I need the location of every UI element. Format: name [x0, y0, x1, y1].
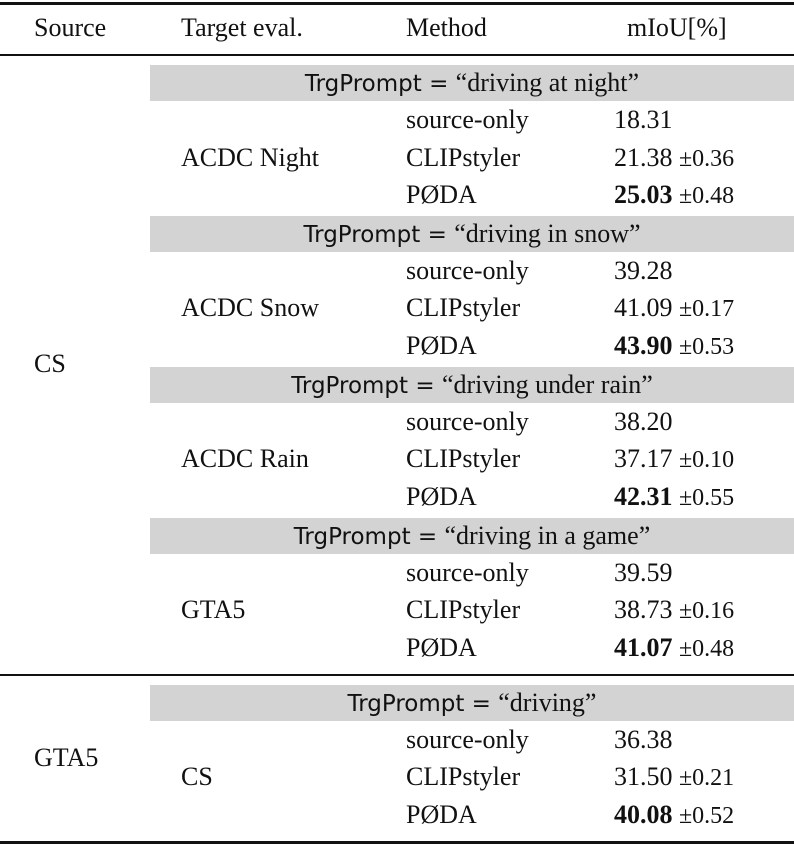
miou-value: 18.31	[614, 105, 673, 134]
prompt-band: TrgPrompt = “driving in snow”	[150, 216, 794, 252]
method-cell: CLIPstyler	[406, 293, 521, 322]
miou-value-best: 25.03	[614, 180, 673, 209]
std-value: ±0.53	[679, 334, 735, 360]
std-value: ±0.48	[679, 636, 735, 662]
miou-value: 21.38	[614, 143, 673, 172]
value-cell: 39.59	[614, 558, 673, 588]
method-cell: source-only	[406, 256, 529, 285]
prompt-band: TrgPrompt = “driving at night”	[150, 65, 794, 101]
prompt-prefix: TrgPrompt =	[304, 71, 456, 97]
miou-value: 38.20	[614, 407, 673, 436]
prompt-text: “driving in a game”	[444, 521, 651, 550]
miou-value-best: 43.90	[614, 331, 673, 360]
value-cell: 18.31	[614, 105, 673, 135]
header-method: Method	[406, 13, 487, 42]
std-value: ±0.36	[679, 146, 735, 172]
prompt-prefix: TrgPrompt =	[347, 691, 499, 717]
std-value: ±0.10	[679, 447, 735, 473]
std-value: ±0.55	[679, 485, 735, 511]
method-cell: PØDA	[406, 800, 477, 829]
prompt-band: TrgPrompt = “driving in a game”	[150, 518, 794, 554]
miou-value: 41.09	[614, 293, 673, 322]
value-cell: 36.38	[614, 725, 673, 755]
prompt-prefix: TrgPrompt =	[291, 373, 442, 399]
method-cell: source-only	[406, 558, 529, 587]
section-rule	[0, 674, 794, 676]
prompt-text: “driving under rain”	[441, 370, 653, 399]
source-label: CS	[34, 349, 66, 378]
std-value: ±0.52	[679, 803, 735, 829]
method-cell: PØDA	[406, 331, 477, 360]
value-cell: 41.07 ±0.48	[614, 633, 734, 664]
prompt-band: TrgPrompt = “driving”	[150, 685, 794, 721]
target-label: ACDC Rain	[181, 444, 309, 473]
miou-value-best: 41.07	[614, 633, 673, 662]
value-cell: 38.20	[614, 407, 673, 437]
value-cell: 25.03 ±0.48	[614, 180, 734, 211]
method-cell: PØDA	[406, 633, 477, 662]
prompt-text: “driving at night”	[455, 68, 640, 97]
method-cell: source-only	[406, 407, 529, 436]
header-source: Source	[34, 13, 107, 42]
target-label: GTA5	[181, 595, 246, 624]
std-value: ±0.17	[679, 296, 735, 322]
miou-value: 31.50	[614, 762, 673, 791]
source-label: GTA5	[34, 743, 99, 772]
miou-value: 36.38	[614, 725, 673, 754]
miou-value: 38.73	[614, 595, 673, 624]
value-cell: 42.31 ±0.55	[614, 482, 734, 513]
miou-value-best: 42.31	[614, 482, 673, 511]
target-label: ACDC Night	[181, 143, 319, 172]
value-cell: 41.09 ±0.17	[614, 293, 734, 324]
method-cell: CLIPstyler	[406, 444, 521, 473]
method-cell: PØDA	[406, 180, 477, 209]
method-cell: CLIPstyler	[406, 762, 521, 791]
header-target-eval: Target eval.	[181, 13, 303, 42]
value-cell: 37.17 ±0.10	[614, 444, 734, 475]
value-cell: 40.08 ±0.52	[614, 800, 734, 831]
prompt-prefix: TrgPrompt =	[303, 222, 455, 248]
bottom-rule	[0, 841, 794, 844]
std-value: ±0.21	[679, 765, 735, 791]
value-cell: 21.38 ±0.36	[614, 143, 734, 174]
method-cell: CLIPstyler	[406, 143, 521, 172]
miou-value: 39.59	[614, 558, 673, 587]
prompt-band: TrgPrompt = “driving under rain”	[150, 367, 794, 403]
value-cell: 31.50 ±0.21	[614, 762, 734, 793]
method-cell: PØDA	[406, 482, 477, 511]
target-label: ACDC Snow	[181, 293, 319, 322]
top-rule	[0, 2, 794, 5]
header-rule	[0, 54, 794, 56]
prompt-text: “driving”	[498, 688, 597, 717]
std-value: ±0.16	[679, 598, 735, 624]
header-miou: mIoU[%]	[627, 13, 727, 42]
prompt-prefix: TrgPrompt =	[293, 524, 445, 550]
std-value: ±0.48	[679, 183, 735, 209]
value-cell: 38.73 ±0.16	[614, 595, 734, 626]
method-cell: CLIPstyler	[406, 595, 521, 624]
method-cell: source-only	[406, 725, 529, 754]
miou-value: 37.17	[614, 444, 673, 473]
prompt-text: “driving in snow”	[454, 219, 641, 248]
method-cell: source-only	[406, 105, 529, 134]
value-cell: 39.28	[614, 256, 673, 286]
miou-value-best: 40.08	[614, 800, 673, 829]
miou-value: 39.28	[614, 256, 673, 285]
target-label: CS	[181, 762, 213, 791]
value-cell: 43.90 ±0.53	[614, 331, 734, 362]
